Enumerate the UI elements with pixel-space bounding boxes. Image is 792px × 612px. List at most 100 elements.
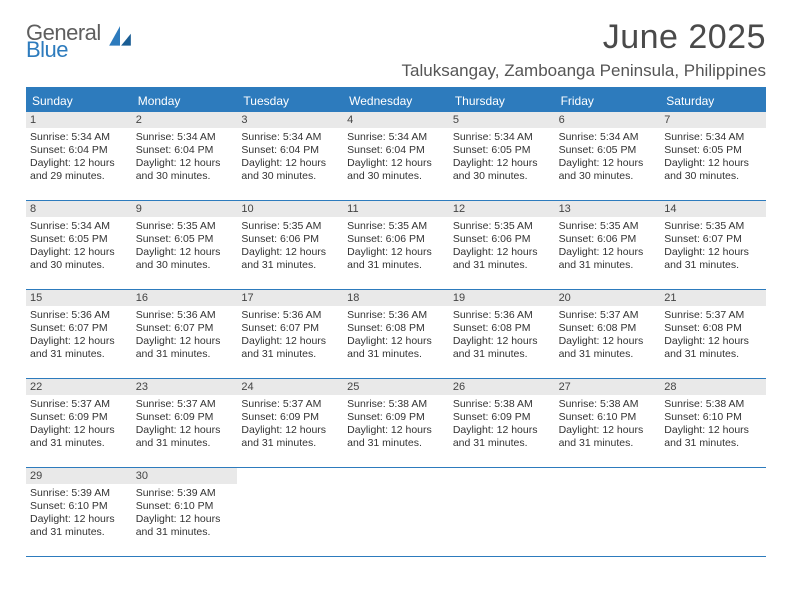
dayname-row: SundayMondayTuesdayWednesdayThursdayFrid… (26, 90, 766, 112)
page-title: June 2025 (402, 18, 766, 57)
day-cell: 29 Sunrise: 5:39 AMSunset: 6:10 PMDayligh… (26, 468, 132, 556)
date-number: 14 (660, 201, 766, 217)
day-details: Sunrise: 5:36 AMSunset: 6:08 PMDaylight:… (347, 309, 445, 362)
date-number: 27 (555, 379, 661, 395)
date-number: 20 (555, 290, 661, 306)
day-cell: 1 Sunrise: 5:34 AMSunset: 6:04 PMDaylight… (26, 112, 132, 200)
date-number: 29 (26, 468, 132, 484)
logo-text: General Blue (26, 24, 101, 59)
day-details: Sunrise: 5:34 AMSunset: 6:05 PMDaylight:… (664, 131, 762, 184)
date-number: 19 (449, 290, 555, 306)
day-cell: 22 Sunrise: 5:37 AMSunset: 6:09 PMDayligh… (26, 379, 132, 467)
day-cell: 3Sunrise: 5:34 AMSunset: 6:04 PMDaylight… (237, 112, 343, 200)
day-details: Sunrise: 5:39 AMSunset: 6:10 PMDaylight:… (136, 487, 234, 540)
day-details: Sunrise: 5:37 AMSunset: 6:09 PMDaylight:… (136, 398, 234, 451)
week-row: 22Sunrise: 5:37 AMSunset: 6:09 PMDayligh… (26, 379, 766, 468)
dayname-monday: Monday (132, 90, 238, 112)
date-number: 11 (343, 201, 449, 217)
dayname-wednesday: Wednesday (343, 90, 449, 112)
calendar: SundayMondayTuesdayWednesdayThursdayFrid… (26, 87, 766, 557)
day-details: Sunrise: 5:38 AMSunset: 6:09 PMDaylight:… (347, 398, 445, 451)
day-cell: 16 Sunrise: 5:36 AMSunset: 6:07 PMDayligh… (132, 290, 238, 378)
sail-icon (107, 24, 133, 50)
day-cell: 21 Sunrise: 5:37 AMSunset: 6:08 PMDayligh… (660, 290, 766, 378)
day-details: Sunrise: 5:37 AMSunset: 6:09 PMDaylight:… (241, 398, 339, 451)
date-number: 25 (343, 379, 449, 395)
day-cell: 18Sunrise: 5:36 AMSunset: 6:08 PMDayligh… (343, 290, 449, 378)
day-details: Sunrise: 5:34 AMSunset: 6:04 PMDaylight:… (136, 131, 234, 184)
day-cell: 11Sunrise: 5:35 AMSunset: 6:06 PMDayligh… (343, 201, 449, 289)
date-number: 26 (449, 379, 555, 395)
day-details: Sunrise: 5:34 AMSunset: 6:05 PMDaylight:… (453, 131, 551, 184)
date-number: 1 (26, 112, 132, 128)
date-number: 28 (660, 379, 766, 395)
day-details: Sunrise: 5:36 AMSunset: 6:08 PMDaylight:… (453, 309, 551, 362)
date-number: 9 (132, 201, 238, 217)
logo: General Blue (26, 18, 133, 59)
day-cell: 2 Sunrise: 5:34 AMSunset: 6:04 PMDaylight… (132, 112, 238, 200)
day-details: Sunrise: 5:34 AMSunset: 6:05 PMDaylight:… (559, 131, 657, 184)
day-details: Sunrise: 5:34 AMSunset: 6:04 PMDaylight:… (347, 131, 445, 184)
day-cell: 19 Sunrise: 5:36 AMSunset: 6:08 PMDayligh… (449, 290, 555, 378)
day-details: Sunrise: 5:34 AMSunset: 6:04 PMDaylight:… (241, 131, 339, 184)
empty-cell (660, 468, 766, 556)
week-row: 15Sunrise: 5:36 AMSunset: 6:07 PMDayligh… (26, 290, 766, 379)
empty-cell (237, 468, 343, 556)
day-details: Sunrise: 5:37 AMSunset: 6:08 PMDaylight:… (559, 309, 657, 362)
date-number: 10 (237, 201, 343, 217)
day-cell: 24 Sunrise: 5:37 AMSunset: 6:09 PMDayligh… (237, 379, 343, 467)
dayname-saturday: Saturday (660, 90, 766, 112)
day-details: Sunrise: 5:38 AMSunset: 6:10 PMDaylight:… (664, 398, 762, 451)
date-number: 23 (132, 379, 238, 395)
dayname-tuesday: Tuesday (237, 90, 343, 112)
day-cell: 25 Sunrise: 5:38 AMSunset: 6:09 PMDayligh… (343, 379, 449, 467)
date-number: 22 (26, 379, 132, 395)
date-number: 17 (237, 290, 343, 306)
date-number: 12 (449, 201, 555, 217)
location-subtitle: Taluksangay, Zamboanga Peninsula, Philip… (402, 61, 766, 81)
day-details: Sunrise: 5:36 AMSunset: 6:07 PMDaylight:… (241, 309, 339, 362)
date-number: 8 (26, 201, 132, 217)
dayname-thursday: Thursday (449, 90, 555, 112)
date-number: 2 (132, 112, 238, 128)
week-row: 8 Sunrise: 5:34 AMSunset: 6:05 PMDaylight… (26, 201, 766, 290)
date-number: 21 (660, 290, 766, 306)
day-cell: 12 Sunrise: 5:35 AMSunset: 6:06 PMDayligh… (449, 201, 555, 289)
day-details: Sunrise: 5:37 AMSunset: 6:09 PMDaylight:… (30, 398, 128, 451)
empty-cell (343, 468, 449, 556)
day-details: Sunrise: 5:34 AMSunset: 6:04 PMDaylight:… (30, 131, 128, 184)
day-cell: 8 Sunrise: 5:34 AMSunset: 6:05 PMDaylight… (26, 201, 132, 289)
day-cell: 15Sunrise: 5:36 AMSunset: 6:07 PMDayligh… (26, 290, 132, 378)
date-number: 24 (237, 379, 343, 395)
date-number: 30 (132, 468, 238, 484)
day-details: Sunrise: 5:36 AMSunset: 6:07 PMDaylight:… (136, 309, 234, 362)
day-cell: 20 Sunrise: 5:37 AMSunset: 6:08 PMDayligh… (555, 290, 661, 378)
date-number: 13 (555, 201, 661, 217)
empty-cell (555, 468, 661, 556)
day-cell: 9 Sunrise: 5:35 AMSunset: 6:05 PMDaylight… (132, 201, 238, 289)
day-details: Sunrise: 5:34 AMSunset: 6:05 PMDaylight:… (30, 220, 128, 273)
day-details: Sunrise: 5:37 AMSunset: 6:08 PMDaylight:… (664, 309, 762, 362)
date-number: 15 (26, 290, 132, 306)
week-row: 1Sunrise: 5:34 AMSunset: 6:04 PMDaylight… (26, 112, 766, 201)
date-number: 5 (449, 112, 555, 128)
date-number: 7 (660, 112, 766, 128)
dayname-friday: Friday (555, 90, 661, 112)
header: General Blue June 2025 Taluksangay, Zamb… (26, 18, 766, 81)
day-details: Sunrise: 5:35 AMSunset: 6:06 PMDaylight:… (559, 220, 657, 273)
day-details: Sunrise: 5:39 AMSunset: 6:10 PMDaylight:… (30, 487, 128, 540)
day-details: Sunrise: 5:38 AMSunset: 6:09 PMDaylight:… (453, 398, 551, 451)
title-block: June 2025 Taluksangay, Zamboanga Peninsu… (402, 18, 766, 81)
day-cell: 26 Sunrise: 5:38 AMSunset: 6:09 PMDayligh… (449, 379, 555, 467)
date-number: 4 (343, 112, 449, 128)
day-details: Sunrise: 5:35 AMSunset: 6:06 PMDaylight:… (241, 220, 339, 273)
day-cell: 17 Sunrise: 5:36 AMSunset: 6:07 PMDayligh… (237, 290, 343, 378)
day-cell: 6Sunrise: 5:34 AMSunset: 6:05 PMDaylight… (555, 112, 661, 200)
day-details: Sunrise: 5:35 AMSunset: 6:06 PMDaylight:… (453, 220, 551, 273)
day-details: Sunrise: 5:35 AMSunset: 6:05 PMDaylight:… (136, 220, 234, 273)
day-cell: 13 Sunrise: 5:35 AMSunset: 6:06 PMDayligh… (555, 201, 661, 289)
day-cell: 14Sunrise: 5:35 AMSunset: 6:07 PMDayligh… (660, 201, 766, 289)
week-row: 29Sunrise: 5:39 AMSunset: 6:10 PMDayligh… (26, 468, 766, 557)
day-cell: 10 Sunrise: 5:35 AMSunset: 6:06 PMDayligh… (237, 201, 343, 289)
date-number: 16 (132, 290, 238, 306)
